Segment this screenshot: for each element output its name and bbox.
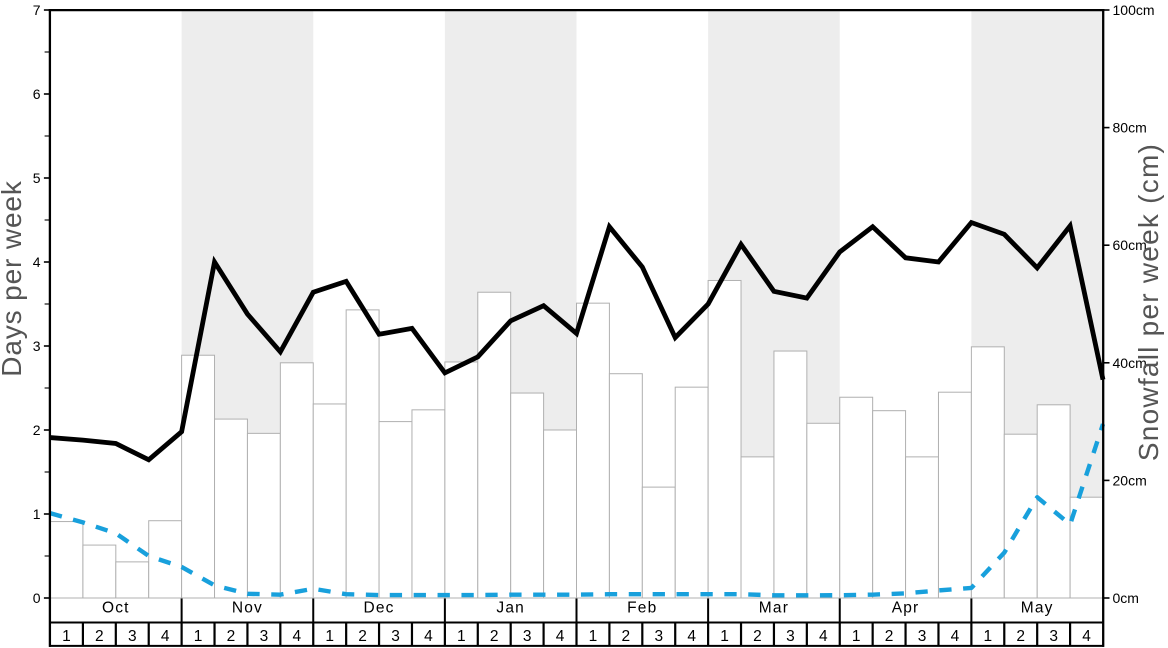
svg-text:Snowfall per week (cm): Snowfall per week (cm) xyxy=(1133,143,1164,461)
svg-text:4: 4 xyxy=(1082,628,1091,645)
svg-text:Days per week: Days per week xyxy=(0,180,27,377)
svg-text:80cm: 80cm xyxy=(1113,120,1147,136)
svg-text:4: 4 xyxy=(556,628,565,645)
svg-text:2: 2 xyxy=(95,628,104,645)
svg-text:2: 2 xyxy=(753,628,762,645)
svg-text:4: 4 xyxy=(161,628,170,645)
svg-text:7: 7 xyxy=(33,2,41,18)
svg-text:20cm: 20cm xyxy=(1113,472,1147,488)
svg-text:Dec: Dec xyxy=(363,599,394,616)
svg-text:6: 6 xyxy=(33,86,41,102)
svg-text:1: 1 xyxy=(457,628,466,645)
svg-text:1: 1 xyxy=(589,628,598,645)
svg-text:Nov: Nov xyxy=(232,599,263,616)
svg-text:Apr: Apr xyxy=(892,599,920,616)
svg-text:4: 4 xyxy=(819,628,828,645)
svg-text:Oct: Oct xyxy=(102,599,130,616)
svg-text:0: 0 xyxy=(33,590,41,606)
svg-text:1: 1 xyxy=(852,628,861,645)
svg-text:1: 1 xyxy=(33,506,41,522)
svg-text:2: 2 xyxy=(227,628,236,645)
svg-text:3: 3 xyxy=(128,628,137,645)
svg-text:5: 5 xyxy=(33,170,41,186)
svg-text:2: 2 xyxy=(1016,628,1025,645)
svg-text:1: 1 xyxy=(984,628,993,645)
svg-text:Jan: Jan xyxy=(496,599,525,616)
svg-text:2: 2 xyxy=(490,628,499,645)
svg-text:40cm: 40cm xyxy=(1113,355,1147,371)
svg-text:3: 3 xyxy=(391,628,400,645)
svg-text:4: 4 xyxy=(687,628,696,645)
svg-text:3: 3 xyxy=(918,628,927,645)
svg-text:May: May xyxy=(1021,599,1054,616)
svg-text:2: 2 xyxy=(358,628,367,645)
svg-text:2: 2 xyxy=(33,422,41,438)
svg-text:4: 4 xyxy=(424,628,433,645)
svg-text:4: 4 xyxy=(951,628,960,645)
svg-text:2: 2 xyxy=(885,628,894,645)
svg-text:3: 3 xyxy=(786,628,795,645)
svg-text:1: 1 xyxy=(194,628,203,645)
svg-text:4: 4 xyxy=(33,254,41,270)
svg-text:2: 2 xyxy=(622,628,631,645)
svg-text:Mar: Mar xyxy=(759,599,789,616)
svg-text:100cm: 100cm xyxy=(1113,2,1155,18)
svg-text:3: 3 xyxy=(33,338,41,354)
svg-text:Feb: Feb xyxy=(627,599,657,616)
svg-text:0cm: 0cm xyxy=(1113,590,1139,606)
svg-text:4: 4 xyxy=(292,628,301,645)
svg-text:3: 3 xyxy=(654,628,663,645)
svg-text:1: 1 xyxy=(62,628,71,645)
svg-text:1: 1 xyxy=(720,628,729,645)
svg-text:3: 3 xyxy=(1049,628,1058,645)
svg-text:3: 3 xyxy=(523,628,532,645)
svg-text:60cm: 60cm xyxy=(1113,237,1147,253)
svg-text:1: 1 xyxy=(325,628,334,645)
svg-text:3: 3 xyxy=(260,628,269,645)
